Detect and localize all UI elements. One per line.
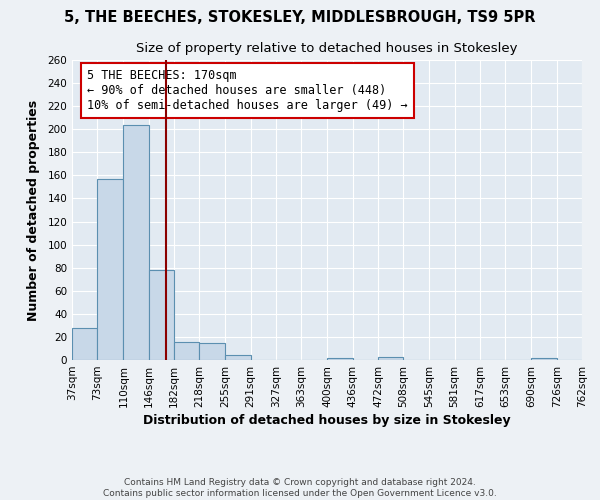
Bar	[532, 358, 557, 360]
Text: 5, THE BEECHES, STOKESLEY, MIDDLESBROUGH, TS9 5PR: 5, THE BEECHES, STOKESLEY, MIDDLESBROUGH…	[64, 10, 536, 25]
Bar	[328, 358, 353, 360]
Bar	[174, 342, 199, 360]
Y-axis label: Number of detached properties: Number of detached properties	[28, 100, 40, 320]
Bar	[149, 270, 174, 360]
Text: 5 THE BEECHES: 170sqm
← 90% of detached houses are smaller (448)
10% of semi-det: 5 THE BEECHES: 170sqm ← 90% of detached …	[88, 69, 408, 112]
Bar	[97, 179, 124, 360]
Bar	[226, 356, 251, 360]
X-axis label: Distribution of detached houses by size in Stokesley: Distribution of detached houses by size …	[143, 414, 511, 427]
Bar	[72, 328, 97, 360]
Bar	[378, 356, 403, 360]
Text: Contains HM Land Registry data © Crown copyright and database right 2024.
Contai: Contains HM Land Registry data © Crown c…	[103, 478, 497, 498]
Title: Size of property relative to detached houses in Stokesley: Size of property relative to detached ho…	[136, 42, 518, 54]
Bar	[124, 124, 149, 360]
Bar	[199, 342, 226, 360]
